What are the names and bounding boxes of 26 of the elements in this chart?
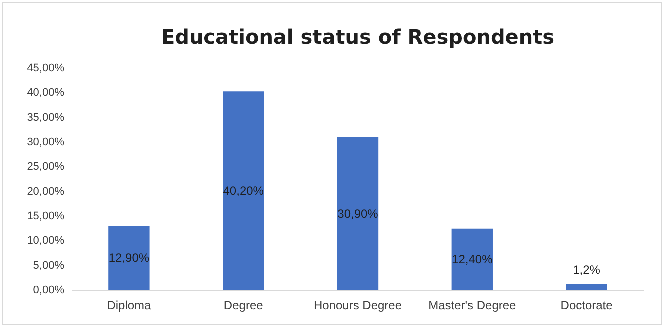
bar [452, 228, 493, 290]
y-tick-label: 15,00% [27, 210, 65, 222]
y-tick-label: 25,00% [27, 161, 65, 174]
y-tick-label: 45,00% [27, 62, 65, 74]
bar [108, 226, 150, 290]
bar [566, 284, 608, 290]
chart-title: Educational status of Respondents [161, 25, 555, 49]
y-tick-label: 20,00% [27, 186, 65, 198]
y-tick-label: 10,00% [27, 235, 65, 248]
x-tick-label: Master's Degree [428, 298, 517, 312]
y-tick-label: 30,00% [27, 136, 65, 148]
y-tick-label: 35,00% [27, 112, 65, 124]
bar [337, 138, 379, 290]
y-tick-label: 0,00% [33, 284, 65, 296]
data-label: 12,90% [108, 251, 150, 266]
x-tick-label: Doctorate [560, 298, 614, 312]
y-tick-label: 5,00% [33, 260, 65, 272]
data-label: 40,20% [223, 184, 264, 198]
x-tick-label: Diploma [107, 298, 152, 312]
data-label: 1,2% [573, 263, 601, 278]
bar [223, 92, 264, 290]
y-tick-label: 40,00% [27, 87, 65, 100]
data-label: 12,40% [452, 252, 494, 266]
x-tick-label: Honours Degree [314, 298, 402, 312]
x-tick-label: Degree [224, 298, 264, 312]
data-label: 30,90% [338, 206, 379, 221]
